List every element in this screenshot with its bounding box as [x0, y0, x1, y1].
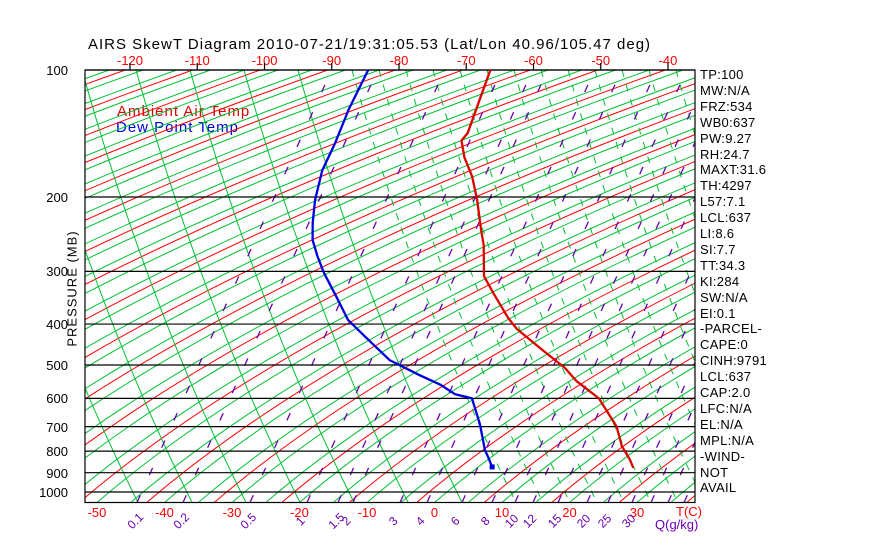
panel-stat: LCL:637: [700, 210, 752, 226]
pressure-tick-label: 100: [46, 63, 68, 78]
pressure-tick-label: 800: [46, 444, 68, 460]
panel-stat: TP:100: [700, 67, 744, 82]
panel-stat: -WIND-: [700, 448, 746, 464]
panel-stat: CAP:2.0: [700, 385, 751, 400]
mixing-ratio-lines: [136, 70, 695, 503]
isotherm-lines: [85, 70, 695, 503]
panel-stat: LFC:N/A: [700, 400, 752, 416]
top-temp-tick-label: -40: [658, 53, 678, 68]
bottom-temp-tick-label: -10: [357, 505, 377, 520]
chart-title: AIRS SkewT Diagram 2010-07-21/19:31:05.5…: [88, 36, 652, 53]
bottom-temp-tick-label: -40: [155, 505, 174, 520]
top-temp-tick-label: -60: [524, 53, 543, 68]
mixing-unit-label: Q(g/kg): [655, 517, 699, 532]
top-temp-tick-label: -70: [456, 53, 476, 68]
background-grid: [85, 70, 695, 503]
pressure-tick-label: 300: [46, 264, 68, 280]
panel-stat: CAPE:0: [700, 337, 749, 353]
panel-stat: NOT: [700, 464, 729, 480]
bottom-temp-tick-label: -20: [290, 505, 309, 520]
bottom-temp-tick-label: 0: [430, 505, 439, 520]
panel-stat: WB0:637: [700, 114, 756, 130]
ambient-temp-curve: [460, 69, 635, 469]
top-temp-tick-label: -110: [184, 53, 210, 68]
panel-stat: MPL:N/A: [700, 432, 755, 448]
panel-stat: RH:24.7: [700, 146, 750, 162]
top-temp-tick-label: -50: [591, 53, 611, 68]
panel-stat: -PARCEL-: [700, 321, 763, 337]
top-temp-tick-label: -80: [389, 53, 409, 68]
moist-adiabat-lines: [85, 70, 695, 503]
pressure-tick-label: 500: [46, 357, 68, 373]
pressure-tick-label: 400: [46, 317, 68, 333]
panel-stat: MW:N/A: [700, 82, 750, 98]
bottom-temp-tick-label: 20: [562, 505, 577, 520]
top-temp-tick-label: -90: [322, 53, 342, 68]
pressure-tick-label: 700: [46, 419, 68, 435]
panel-stat: LCL:637: [700, 369, 752, 385]
panel-stat: LI:8.6: [700, 226, 735, 241]
panel-stat: SW:N/A: [700, 289, 748, 305]
bottom-temp-tick-label: 30: [629, 505, 645, 520]
top-axis-ticks: [129, 63, 669, 70]
bottom-temp-tick-label: 10: [494, 505, 510, 520]
dewpoint-end-marker: [489, 464, 495, 470]
top-temp-tick-label: -100: [251, 53, 278, 68]
panel-stat: MAXT:31.6: [700, 162, 767, 178]
temp-unit-label: T(C): [676, 504, 702, 519]
panel-stat: AVAIL: [700, 480, 737, 496]
panel-stat: CINH:9791: [700, 353, 768, 369]
plot-frame: [84, 69, 696, 504]
pressure-tick-label: 200: [46, 190, 68, 206]
bottom-temp-tick-label: -50: [87, 505, 107, 520]
panel-stat: KI:284: [700, 273, 740, 289]
pressure-tick-label: 1000: [39, 485, 68, 500]
pressure-tick-label: 600: [46, 391, 68, 407]
panel-stat: SI:7.7: [700, 241, 736, 257]
pressure-tick-label: 900: [46, 465, 68, 481]
panel-stat: TT:34.3: [700, 257, 746, 273]
panel-stat: TH:4297: [700, 178, 752, 194]
panel-stat: EI:0.1: [700, 305, 736, 321]
panel-stat: EL:N/A: [700, 416, 743, 432]
top-temp-tick-label: -120: [116, 53, 144, 68]
dry-adiabat-lines: [85, 70, 695, 503]
panel-stat: PW:9.27: [700, 130, 752, 146]
bottom-temp-tick-label: -30: [222, 505, 242, 520]
panel-stat: L57:7.1: [700, 194, 746, 210]
dewpoint-curve: [311, 69, 494, 468]
panel-stat: FRZ:534: [700, 98, 753, 114]
legend-ambient-air-temp: Ambient Air Temp: [117, 103, 251, 120]
